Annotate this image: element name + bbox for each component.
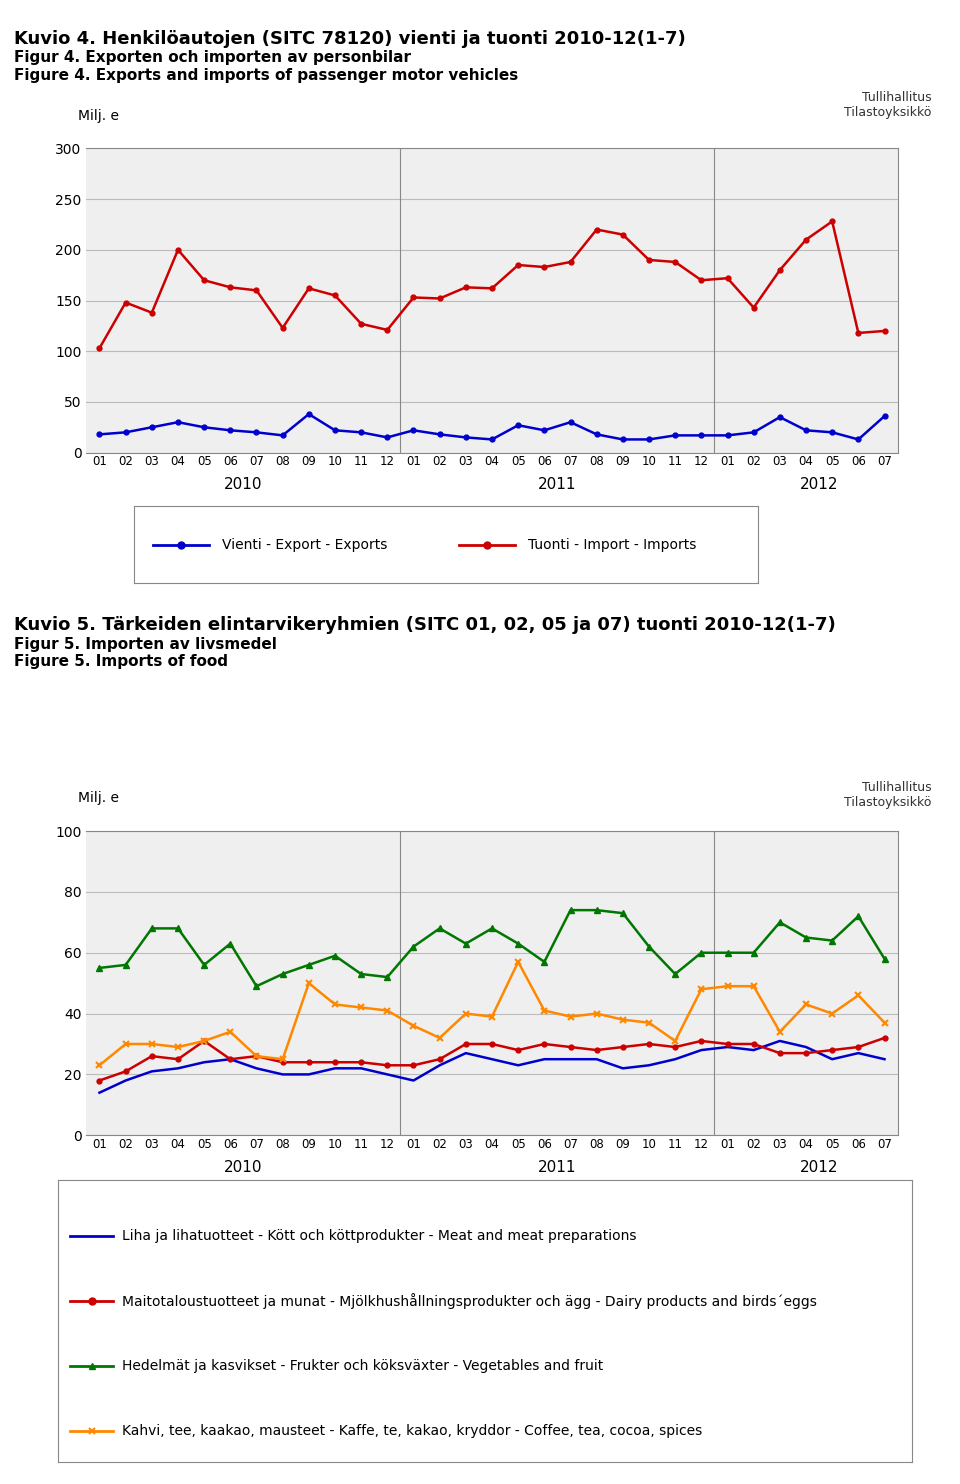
Text: Tullihallitus
Tilastoyksikkö: Tullihallitus Tilastoyksikkö bbox=[844, 781, 931, 809]
Text: Kahvi, tee, kaakao, mausteet - Kaffe, te, kakao, kryddor - Coffee, tea, cocoa, s: Kahvi, tee, kaakao, mausteet - Kaffe, te… bbox=[122, 1423, 702, 1438]
Text: Liha ja lihatuotteet - Kött och köttprodukter - Meat and meat preparations: Liha ja lihatuotteet - Kött och köttprod… bbox=[122, 1229, 636, 1244]
Text: Tullihallitus
Tilastoyksikkö: Tullihallitus Tilastoyksikkö bbox=[844, 91, 931, 119]
Text: Figure 5. Imports of food: Figure 5. Imports of food bbox=[14, 654, 228, 669]
Text: Figure 4. Exports and imports of passenger motor vehicles: Figure 4. Exports and imports of passeng… bbox=[14, 68, 518, 83]
Text: 2010: 2010 bbox=[224, 478, 263, 493]
Text: Figur 5. Importen av livsmedel: Figur 5. Importen av livsmedel bbox=[14, 637, 277, 651]
Text: Maitotaloustuotteet ja munat - Mjölkhushållningsprodukter och ägg - Dairy produc: Maitotaloustuotteet ja munat - Mjölkhush… bbox=[122, 1293, 817, 1309]
Text: Tuonti - Import - Imports: Tuonti - Import - Imports bbox=[528, 537, 696, 552]
Text: Hedelmät ja kasvikset - Frukter och köksväxter - Vegetables and fruit: Hedelmät ja kasvikset - Frukter och köks… bbox=[122, 1359, 603, 1373]
Text: 2012: 2012 bbox=[800, 478, 838, 493]
Text: 2012: 2012 bbox=[800, 1160, 838, 1175]
Text: 2011: 2011 bbox=[539, 478, 577, 493]
Text: Milj. e: Milj. e bbox=[79, 108, 119, 123]
Text: Kuvio 4. Henkilöautojen (SITC 78120) vienti ja tuonti 2010-12(1-7): Kuvio 4. Henkilöautojen (SITC 78120) vie… bbox=[14, 30, 686, 47]
Text: Vienti - Export - Exports: Vienti - Export - Exports bbox=[222, 537, 387, 552]
Text: Milj. e: Milj. e bbox=[79, 791, 119, 806]
Text: 2010: 2010 bbox=[224, 1160, 263, 1175]
Text: Kuvio 5. Tärkeiden elintarvikeryhmien (SITC 01, 02, 05 ja 07) tuonti 2010-12(1-7: Kuvio 5. Tärkeiden elintarvikeryhmien (S… bbox=[14, 616, 836, 634]
Text: 2011: 2011 bbox=[539, 1160, 577, 1175]
Text: Figur 4. Exporten och importen av personbilar: Figur 4. Exporten och importen av person… bbox=[14, 50, 412, 65]
